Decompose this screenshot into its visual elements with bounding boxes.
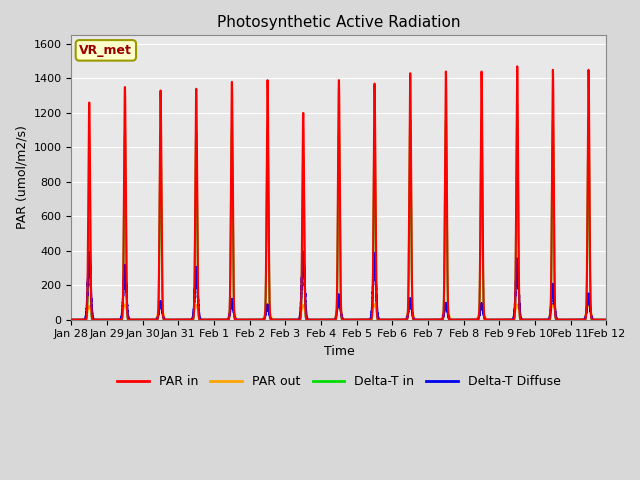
Legend: PAR in, PAR out, Delta-T in, Delta-T Diffuse: PAR in, PAR out, Delta-T in, Delta-T Dif… [113, 370, 566, 393]
Text: VR_met: VR_met [79, 44, 132, 57]
X-axis label: Time: Time [323, 345, 355, 358]
Y-axis label: PAR (umol/m2/s): PAR (umol/m2/s) [15, 126, 28, 229]
Title: Photosynthetic Active Radiation: Photosynthetic Active Radiation [217, 15, 461, 30]
